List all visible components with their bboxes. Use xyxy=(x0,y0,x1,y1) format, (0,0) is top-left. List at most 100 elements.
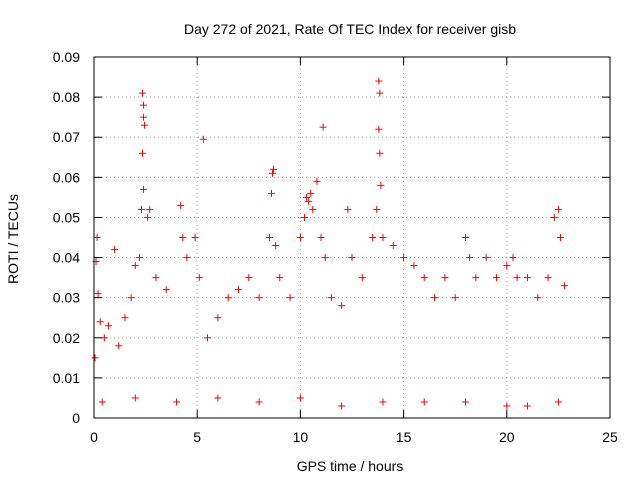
x-tick-label: 20 xyxy=(499,429,515,445)
data-point xyxy=(327,294,335,302)
data-point xyxy=(224,294,232,302)
data-point xyxy=(338,302,346,310)
data-point xyxy=(309,205,317,213)
data-point xyxy=(204,334,212,342)
data-point xyxy=(400,254,408,262)
y-tick-label: 0.09 xyxy=(53,49,80,65)
data-point xyxy=(270,165,278,173)
data-point xyxy=(554,205,562,213)
data-point xyxy=(554,398,562,406)
data-point xyxy=(344,205,352,213)
y-axis-title: ROTI / TECUs xyxy=(5,194,21,284)
data-point xyxy=(305,197,313,205)
data-point xyxy=(98,398,106,406)
data-point xyxy=(358,274,366,282)
data-point xyxy=(492,274,500,282)
data-point xyxy=(104,322,112,330)
data-point xyxy=(135,254,143,262)
data-point xyxy=(441,274,449,282)
data-point xyxy=(139,89,147,97)
y-tick-label: 0.08 xyxy=(53,89,80,105)
y-tick-label: 0.01 xyxy=(53,370,80,386)
y-tick-label: 0.03 xyxy=(53,290,80,306)
data-point xyxy=(513,274,521,282)
data-point xyxy=(121,314,129,322)
data-point xyxy=(276,274,284,282)
data-point xyxy=(234,286,242,294)
data-point xyxy=(111,246,119,254)
data-point xyxy=(96,318,104,326)
data-point xyxy=(420,398,428,406)
data-point xyxy=(137,205,145,213)
data-point xyxy=(550,213,558,221)
data-point xyxy=(462,398,470,406)
data-point xyxy=(503,262,511,270)
data-point xyxy=(376,89,384,97)
data-point xyxy=(265,234,273,241)
tick-labels: 0 0.01 0.02 0.03 0.04 0.05 0.06 0.07 0.08 0.09 0 5 1… xyxy=(53,49,618,445)
data-point xyxy=(115,342,123,350)
x-tick-label: 15 xyxy=(396,429,412,445)
plot-border xyxy=(93,56,611,419)
y-tick-label: 0.07 xyxy=(53,129,80,145)
y-tick-label: 0.04 xyxy=(53,250,80,266)
data-point xyxy=(255,398,263,406)
data-point xyxy=(556,234,564,241)
data-point xyxy=(319,123,327,131)
data-point xyxy=(245,274,253,282)
data-point xyxy=(534,294,542,302)
data-point xyxy=(321,254,329,262)
data-point xyxy=(195,274,203,282)
data-point xyxy=(214,394,222,402)
data-point xyxy=(317,234,325,241)
x-axis-title: GPS time / hours xyxy=(297,458,404,474)
data-point xyxy=(410,262,418,270)
data-point xyxy=(377,181,385,189)
data-point xyxy=(177,201,185,209)
data-point xyxy=(348,254,356,262)
data-point xyxy=(255,294,263,302)
data-point xyxy=(375,125,383,133)
data-point xyxy=(303,193,311,201)
data-point xyxy=(191,234,199,241)
data-point xyxy=(140,113,148,121)
data-point xyxy=(296,394,304,402)
data-point xyxy=(127,294,135,302)
data-point xyxy=(131,394,139,402)
data-point xyxy=(561,282,569,290)
data-point xyxy=(523,402,531,410)
data-point xyxy=(389,242,397,250)
data-point xyxy=(301,213,309,221)
data-point xyxy=(451,294,459,302)
data-point xyxy=(146,205,154,213)
axes xyxy=(93,56,611,419)
y-tick-label: 0.06 xyxy=(53,169,80,185)
data-point xyxy=(214,314,222,322)
data-point xyxy=(296,234,304,241)
data-point xyxy=(375,77,383,85)
chart-title: Day 272 of 2021, Rate Of TEC Index for r… xyxy=(184,21,516,37)
data-point xyxy=(199,135,207,143)
data-point xyxy=(307,189,315,197)
data-point xyxy=(509,254,517,262)
data-point xyxy=(141,121,149,129)
data-point xyxy=(503,402,511,410)
data-point xyxy=(140,185,148,193)
data-point xyxy=(179,234,187,241)
x-tick-label: 25 xyxy=(602,429,618,445)
data-point xyxy=(462,234,470,241)
data-point xyxy=(152,274,160,282)
data-point xyxy=(482,254,490,262)
data-point xyxy=(379,234,387,241)
data-point xyxy=(140,101,148,109)
data-point xyxy=(379,398,387,406)
data-point xyxy=(144,213,152,221)
x-tick-label: 10 xyxy=(293,429,309,445)
data-point xyxy=(431,294,439,302)
data-point xyxy=(94,290,102,298)
data-point xyxy=(376,149,384,157)
data-points xyxy=(91,77,569,410)
data-point xyxy=(269,169,277,177)
